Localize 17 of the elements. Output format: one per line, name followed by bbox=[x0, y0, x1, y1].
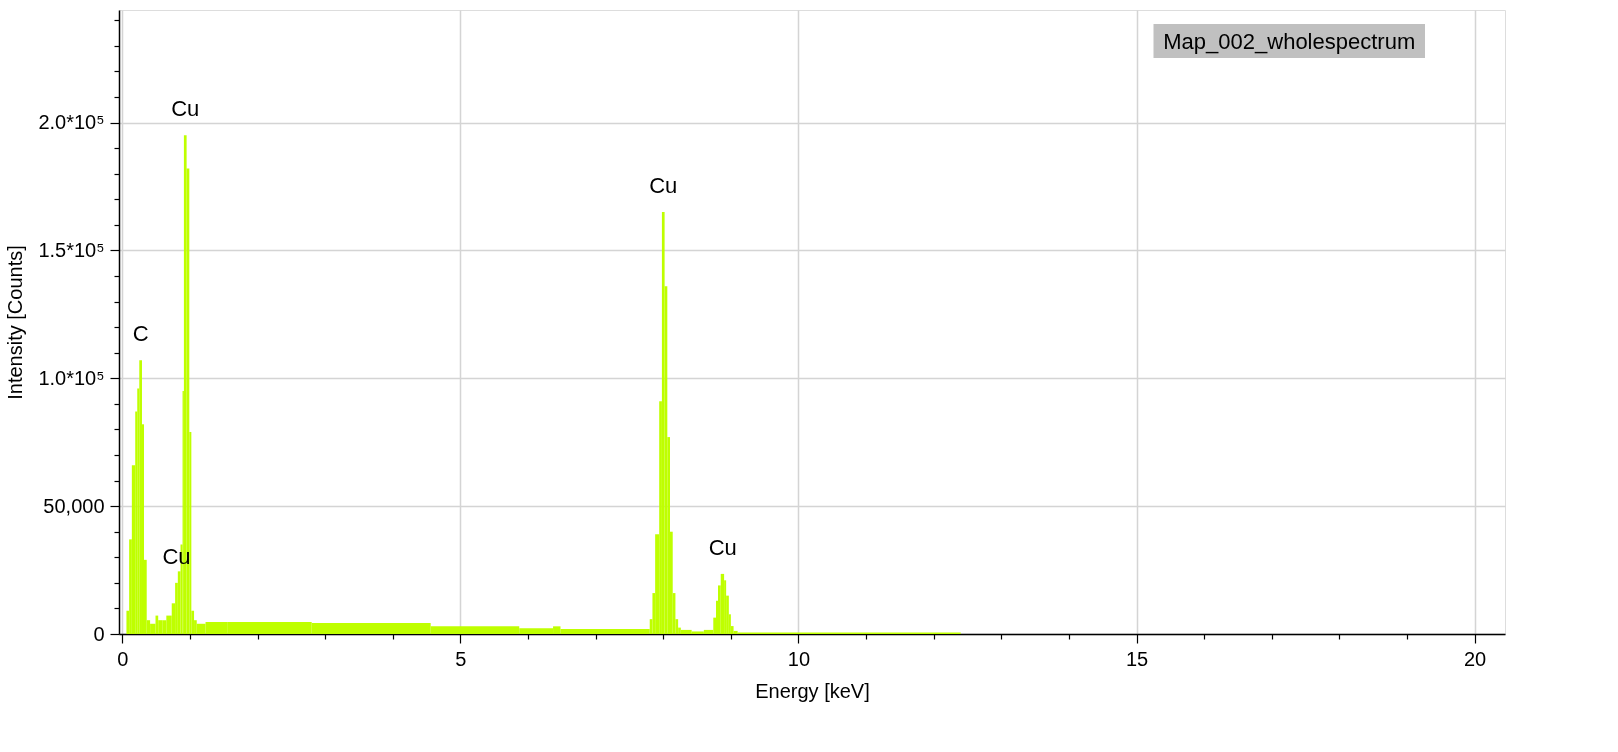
annotation: C bbox=[132, 321, 149, 347]
x-tick-label: 5 bbox=[455, 647, 467, 670]
annotation: Cu bbox=[708, 534, 737, 560]
y-tick-label: 2.0*10⁵ bbox=[38, 111, 105, 134]
y-tick-label: 50,000 bbox=[43, 494, 105, 517]
x-tick-label: 10 bbox=[787, 647, 811, 670]
y-tick-label: 1.0*10⁵ bbox=[38, 366, 105, 389]
x-tick-label: 20 bbox=[1463, 647, 1487, 670]
x-axis-title: Energy [keV] bbox=[755, 679, 870, 702]
y-tick-label: 0 bbox=[93, 622, 105, 645]
text: Map_002_wholespectrum bbox=[1163, 29, 1416, 54]
y-axis-title: Intensity [Counts] bbox=[4, 245, 27, 400]
annotation: Cu bbox=[649, 173, 678, 199]
annotation: Cu bbox=[171, 96, 200, 122]
y-tick-label: 1.5*10⁵ bbox=[38, 238, 105, 261]
x-tick-label: 0 bbox=[117, 647, 129, 670]
x-tick-label: 15 bbox=[1125, 647, 1149, 670]
